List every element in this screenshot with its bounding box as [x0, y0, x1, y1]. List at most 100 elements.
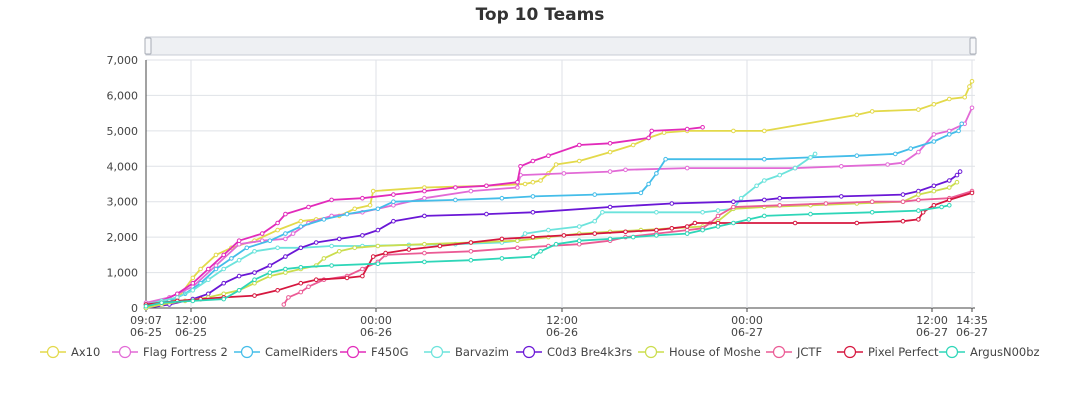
data-point[interactable] — [885, 162, 890, 167]
data-point[interactable] — [738, 195, 744, 201]
data-point[interactable] — [792, 165, 798, 171]
data-point[interactable] — [275, 245, 280, 251]
data-point[interactable] — [252, 277, 257, 283]
series-camelriders[interactable] — [143, 121, 965, 311]
data-point[interactable] — [468, 249, 474, 254]
data-point[interactable] — [954, 172, 960, 178]
data-point[interactable] — [283, 266, 288, 272]
data-point[interactable] — [916, 197, 921, 203]
data-point[interactable] — [762, 178, 767, 183]
data-point[interactable] — [518, 164, 523, 169]
data-point[interactable] — [823, 201, 829, 206]
data-point[interactable] — [360, 233, 365, 238]
data-point[interactable] — [538, 178, 543, 183]
data-point[interactable] — [515, 238, 520, 243]
data-point[interactable] — [375, 206, 381, 212]
data-point[interactable] — [700, 227, 705, 233]
data-point[interactable] — [538, 249, 543, 254]
data-point[interactable] — [337, 249, 342, 254]
legend-item[interactable]: JCTF — [766, 345, 822, 359]
data-point[interactable] — [553, 162, 559, 167]
data-point[interactable] — [298, 265, 304, 270]
legend-item[interactable]: F450G — [340, 345, 408, 359]
data-point[interactable] — [654, 233, 659, 238]
data-point[interactable] — [360, 273, 365, 279]
data-point[interactable] — [916, 192, 921, 197]
data-point[interactable] — [190, 298, 196, 304]
data-point[interactable] — [221, 266, 226, 272]
data-point[interactable] — [646, 135, 651, 141]
data-point[interactable] — [731, 204, 736, 210]
data-point[interactable] — [812, 151, 818, 157]
legend-item[interactable]: House of Moshe — [638, 345, 761, 359]
data-point[interactable] — [792, 220, 798, 226]
range-slider[interactable] — [144, 36, 977, 56]
data-point[interactable] — [731, 199, 736, 204]
data-point[interactable] — [546, 227, 551, 233]
data-point[interactable] — [916, 149, 921, 155]
data-point[interactable] — [684, 165, 690, 171]
data-point[interactable] — [669, 226, 675, 231]
data-point[interactable] — [762, 197, 767, 203]
data-point[interactable] — [530, 234, 536, 240]
data-point[interactable] — [762, 213, 767, 219]
data-point[interactable] — [190, 288, 196, 293]
data-point[interactable] — [422, 241, 427, 247]
data-point[interactable] — [422, 195, 427, 201]
data-point[interactable] — [484, 211, 489, 217]
data-point[interactable] — [422, 188, 427, 194]
data-point[interactable] — [530, 158, 536, 164]
series-line[interactable] — [145, 192, 973, 306]
data-point[interactable] — [663, 156, 668, 162]
data-point[interactable] — [306, 284, 311, 290]
data-point[interactable] — [499, 256, 505, 261]
data-point[interactable] — [777, 172, 783, 178]
data-point[interactable] — [900, 199, 906, 204]
series-barvazim[interactable] — [143, 151, 818, 307]
data-point[interactable] — [577, 158, 582, 164]
data-point[interactable] — [777, 195, 783, 201]
data-point[interactable] — [236, 257, 242, 263]
data-point[interactable] — [267, 238, 273, 243]
data-point[interactable] — [267, 263, 273, 268]
data-point[interactable] — [638, 190, 644, 196]
data-point[interactable] — [947, 197, 952, 203]
data-point[interactable] — [947, 132, 952, 137]
data-point[interactable] — [967, 84, 972, 89]
data-point[interactable] — [468, 257, 474, 263]
data-point[interactable] — [607, 236, 613, 242]
data-point[interactable] — [854, 153, 860, 158]
data-point[interactable] — [190, 275, 196, 281]
data-point[interactable] — [692, 220, 698, 226]
data-point[interactable] — [329, 197, 334, 203]
data-point[interactable] — [159, 300, 164, 306]
data-point[interactable] — [630, 142, 636, 148]
data-point[interactable] — [221, 252, 226, 258]
data-point[interactable] — [607, 204, 613, 210]
data-point[interactable] — [931, 203, 937, 208]
data-point[interactable] — [252, 270, 257, 275]
data-point[interactable] — [962, 94, 968, 100]
data-point[interactable] — [854, 112, 860, 118]
legend-item[interactable]: Pixel Perfect — [837, 345, 939, 359]
data-point[interactable] — [546, 153, 551, 158]
data-point[interactable] — [453, 197, 458, 203]
series-line[interactable] — [283, 190, 973, 305]
data-point[interactable] — [313, 277, 319, 283]
data-point[interactable] — [313, 240, 319, 245]
data-point[interactable] — [592, 218, 598, 224]
data-point[interactable] — [298, 280, 304, 286]
data-point[interactable] — [715, 213, 721, 219]
data-point[interactable] — [499, 236, 505, 242]
data-point[interactable] — [175, 291, 180, 297]
data-point[interactable] — [229, 256, 234, 261]
data-point[interactable] — [553, 241, 559, 247]
data-point[interactable] — [375, 261, 381, 267]
data-point[interactable] — [623, 229, 628, 235]
data-point[interactable] — [654, 210, 659, 215]
data-point[interactable] — [916, 217, 921, 222]
data-point[interactable] — [649, 128, 655, 134]
series-line[interactable] — [145, 123, 963, 309]
data-point[interactable] — [623, 167, 628, 173]
data-point[interactable] — [344, 275, 350, 281]
